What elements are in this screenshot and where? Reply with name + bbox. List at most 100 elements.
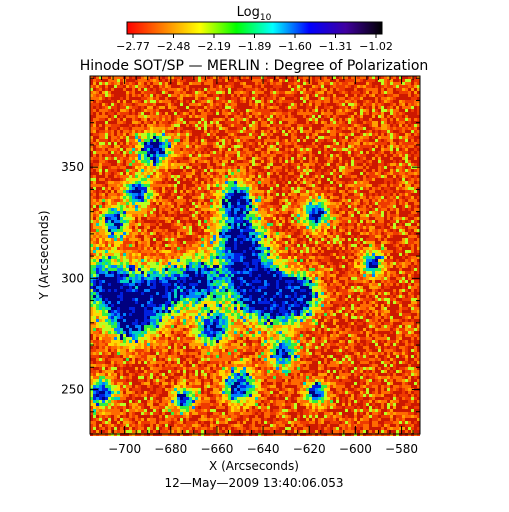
map-pixel: [324, 169, 327, 172]
map-pixel: [144, 205, 147, 208]
map-pixel: [372, 181, 375, 184]
map-pixel: [354, 118, 357, 121]
map-pixel: [390, 124, 393, 127]
map-pixel: [126, 112, 129, 115]
map-pixel: [357, 100, 360, 103]
map-pixel: [366, 151, 369, 154]
map-pixel: [315, 115, 318, 118]
map-pixel: [246, 79, 249, 82]
map-pixel: [186, 151, 189, 154]
map-pixel: [216, 124, 219, 127]
map-pixel: [234, 187, 237, 190]
map-pixel: [321, 124, 324, 127]
map-pixel: [390, 175, 393, 178]
map-pixel: [138, 205, 141, 208]
map-pixel: [147, 202, 150, 205]
map-pixel: [258, 76, 261, 79]
map-pixel: [288, 118, 291, 121]
map-pixel: [417, 196, 420, 199]
map-pixel: [240, 151, 243, 154]
map-pixel: [342, 187, 345, 190]
map-pixel: [219, 160, 222, 163]
map-pixel: [246, 184, 249, 187]
map-pixel: [417, 88, 420, 91]
map-pixel: [378, 160, 381, 163]
map-pixel: [186, 109, 189, 112]
map-pixel: [231, 142, 234, 145]
map-pixel: [222, 151, 225, 154]
map-pixel: [285, 136, 288, 139]
map-pixel: [372, 121, 375, 124]
map-pixel: [303, 160, 306, 163]
map-pixel: [234, 100, 237, 103]
map-pixel: [183, 91, 186, 94]
map-pixel: [207, 202, 210, 205]
map-pixel: [111, 124, 114, 127]
map-pixel: [357, 106, 360, 109]
map-pixel: [375, 193, 378, 196]
map-pixel: [336, 145, 339, 148]
map-pixel: [225, 172, 228, 175]
map-pixel: [294, 127, 297, 130]
map-pixel: [204, 118, 207, 121]
map-pixel: [168, 127, 171, 130]
map-pixel: [270, 154, 273, 157]
map-pixel: [255, 184, 258, 187]
map-pixel: [117, 109, 120, 112]
map-pixel: [267, 175, 270, 178]
map-pixel: [339, 151, 342, 154]
map-pixel: [99, 205, 102, 208]
map-pixel: [381, 103, 384, 106]
map-pixel: [162, 178, 165, 181]
map-pixel: [192, 199, 195, 202]
map-pixel: [342, 190, 345, 193]
map-pixel: [384, 205, 387, 208]
map-pixel: [321, 199, 324, 202]
map-pixel: [282, 136, 285, 139]
map-pixel: [204, 106, 207, 109]
map-pixel: [228, 205, 231, 208]
map-pixel: [105, 202, 108, 205]
map-pixel: [330, 178, 333, 181]
map-pixel: [279, 106, 282, 109]
map-pixel: [159, 193, 162, 196]
map-pixel: [333, 181, 336, 184]
map-pixel: [234, 196, 237, 199]
map-pixel: [108, 109, 111, 112]
map-pixel: [261, 190, 264, 193]
map-pixel: [315, 100, 318, 103]
map-pixel: [270, 88, 273, 91]
map-pixel: [390, 97, 393, 100]
map-pixel: [192, 100, 195, 103]
map-pixel: [219, 199, 222, 202]
map-pixel: [348, 178, 351, 181]
map-pixel: [93, 109, 96, 112]
map-pixel: [90, 88, 93, 91]
map-pixel: [303, 184, 306, 187]
map-pixel: [327, 172, 330, 175]
map-pixel: [303, 181, 306, 184]
map-pixel: [360, 181, 363, 184]
map-pixel: [105, 106, 108, 109]
map-pixel: [183, 175, 186, 178]
map-pixel: [330, 157, 333, 160]
map-pixel: [108, 202, 111, 205]
map-pixel: [321, 133, 324, 136]
map-pixel: [186, 160, 189, 163]
map-pixel: [255, 190, 258, 193]
map-pixel: [333, 100, 336, 103]
map-pixel: [123, 118, 126, 121]
map-pixel: [117, 211, 120, 214]
map-pixel: [246, 142, 249, 145]
map-pixel: [174, 187, 177, 190]
map-pixel: [381, 193, 384, 196]
map-pixel: [267, 169, 270, 172]
map-pixel: [102, 169, 105, 172]
map-pixel: [135, 184, 138, 187]
map-pixel: [201, 160, 204, 163]
map-pixel: [210, 127, 213, 130]
map-pixel: [198, 169, 201, 172]
map-pixel: [273, 130, 276, 133]
map-pixel: [411, 91, 414, 94]
map-pixel: [288, 112, 291, 115]
